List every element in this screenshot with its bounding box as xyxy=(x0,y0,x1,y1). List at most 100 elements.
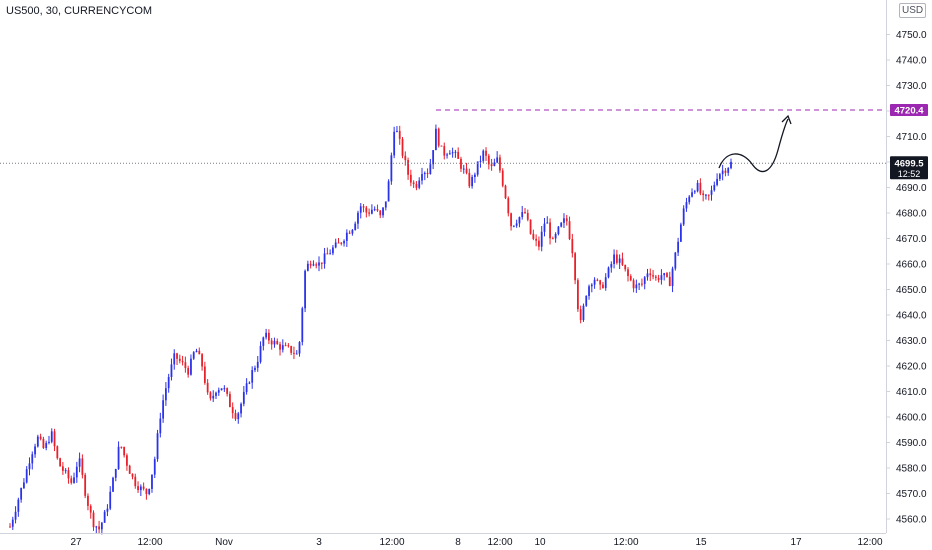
candle-body xyxy=(187,368,190,375)
candle-body xyxy=(471,176,474,187)
candle-body xyxy=(17,499,20,512)
candle-body xyxy=(217,390,220,393)
candle-body xyxy=(576,280,579,310)
candle-body xyxy=(89,505,92,513)
candle-body xyxy=(240,403,242,414)
price-axis[interactable]: 4560.0 4570.0 4580.0 4590.0 4600.0 4610.0 4620… xyxy=(886,0,928,533)
candle-body xyxy=(42,438,45,449)
candle-body xyxy=(284,345,287,347)
candle-body xyxy=(415,183,418,188)
candle-body xyxy=(398,130,401,139)
candle-body xyxy=(9,526,11,528)
candle-body xyxy=(203,366,206,383)
candle-body xyxy=(31,454,34,464)
candle-body xyxy=(532,233,535,239)
candle-body xyxy=(92,512,95,528)
candle-body xyxy=(56,446,59,459)
candle-body xyxy=(588,286,590,296)
candle-body xyxy=(323,253,326,264)
candle-body xyxy=(551,238,554,240)
candle-body xyxy=(293,352,295,354)
candle-body xyxy=(332,247,334,254)
candle-body xyxy=(390,155,393,182)
time-tick-label: 12:00 xyxy=(613,537,638,548)
candle-body xyxy=(245,383,248,393)
time-axis[interactable]: 27 12:00 Nov 3 12:00 8 12:00 10 12:00 15 17 12:00 xyxy=(0,533,886,549)
candle-body xyxy=(693,191,696,193)
candle-body xyxy=(677,241,680,253)
candle-body xyxy=(432,150,435,165)
candle-body xyxy=(448,153,451,155)
candle-body xyxy=(716,178,718,185)
candle-body xyxy=(412,182,415,184)
candle-body xyxy=(142,486,145,489)
candle-body xyxy=(173,353,176,365)
candle-body xyxy=(259,345,262,362)
candle-body xyxy=(666,273,668,277)
candle-body xyxy=(195,350,198,353)
candle-body xyxy=(421,174,423,181)
candle-body xyxy=(615,254,618,263)
resistance-label: 4720.4 xyxy=(894,105,924,116)
candle-body xyxy=(114,468,117,478)
candle-body xyxy=(582,305,585,321)
candle-body xyxy=(707,194,710,196)
time-tick-label: 27 xyxy=(70,537,82,548)
candle-body xyxy=(103,511,106,523)
candle-body xyxy=(318,262,320,266)
candle-body xyxy=(281,345,284,350)
candle-body xyxy=(128,465,131,474)
candle-body xyxy=(638,283,641,285)
candle-body xyxy=(593,279,596,285)
candle-body xyxy=(61,466,64,471)
candle-body xyxy=(279,344,281,350)
candle-body xyxy=(254,367,256,371)
candle-body xyxy=(67,470,70,479)
candles-layer xyxy=(9,124,732,535)
candle-body xyxy=(23,482,25,489)
candle-body xyxy=(629,276,632,281)
candle-body xyxy=(262,337,265,346)
currency-button[interactable]: USD xyxy=(899,3,927,18)
candle-body xyxy=(201,354,203,367)
candle-body xyxy=(48,441,50,443)
candle-body xyxy=(721,170,724,175)
candle-body xyxy=(329,253,332,255)
candle-body xyxy=(354,223,357,230)
candle-body xyxy=(496,157,499,163)
candle-body xyxy=(20,488,23,500)
candle-body xyxy=(373,209,376,211)
candle-body xyxy=(538,240,540,247)
candle-body xyxy=(440,145,443,147)
time-tick-label: 17 xyxy=(790,537,802,548)
candle-body xyxy=(482,150,485,161)
candle-body xyxy=(28,463,31,470)
candle-body xyxy=(39,436,42,439)
candle-body xyxy=(574,253,577,281)
candle-body xyxy=(702,193,705,196)
candle-body xyxy=(627,269,629,277)
candle-body xyxy=(234,413,237,420)
time-tick-label: 3 xyxy=(316,537,322,548)
candle-body xyxy=(485,150,487,156)
candle-body xyxy=(306,263,309,271)
candle-body xyxy=(652,275,654,277)
candle-body xyxy=(507,198,510,214)
candle-body xyxy=(646,273,649,278)
price-tick-label: 4630.0 xyxy=(896,336,927,347)
price-tick-label: 4750.0 xyxy=(896,30,927,41)
candle-body xyxy=(679,224,682,242)
time-tick-label: 12:00 xyxy=(487,537,512,548)
projection-arrow xyxy=(718,118,789,173)
candle-body xyxy=(490,164,493,167)
candle-body xyxy=(654,276,657,278)
countdown-label: 12:52 xyxy=(898,169,921,179)
candle-body xyxy=(613,254,615,264)
candle-body xyxy=(382,207,384,216)
candle-body xyxy=(131,473,134,477)
candle-body xyxy=(643,277,646,284)
candle-body xyxy=(100,522,103,530)
candle-body xyxy=(153,459,156,475)
candle-body xyxy=(287,345,290,347)
